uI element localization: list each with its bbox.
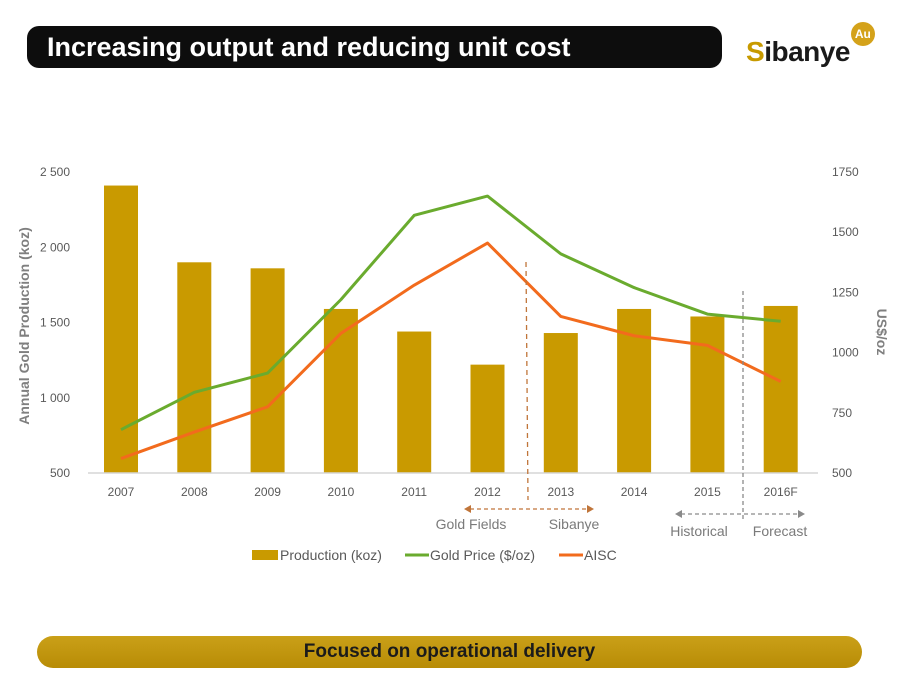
- y2-tick-label: 1000: [832, 346, 859, 360]
- y2-tick-label: 1750: [832, 165, 859, 179]
- x-tick-label: 2012: [474, 485, 501, 499]
- sibanye-label: Sibanye: [549, 516, 600, 532]
- logo-wordmark: Sibanye: [746, 36, 850, 67]
- x-tick-label: 2016F: [764, 485, 798, 499]
- y-tick-label: 2 500: [40, 165, 70, 179]
- line-aisc: [120, 241, 782, 460]
- legend: Production (koz) Gold Price ($/oz) AISC: [252, 547, 617, 563]
- bar-production-2007: [104, 185, 138, 474]
- page-title: Increasing output and reducing unit cost: [27, 26, 722, 68]
- x-tick-label: 2011: [401, 485, 427, 499]
- legend-label-aisc: AISC: [584, 547, 617, 563]
- x-tick-label: 2007: [108, 485, 135, 499]
- bar-production-2011: [397, 331, 432, 473]
- y-tick-label: 1 500: [40, 316, 70, 330]
- line-gold-price: [120, 194, 781, 431]
- historical-label: Historical: [670, 523, 728, 539]
- y2-tick-label: 750: [832, 406, 852, 420]
- x-tick-label: 2008: [181, 485, 208, 499]
- forecast-label: Forecast: [753, 523, 808, 539]
- gold-fields-sibanye-arrow: [464, 505, 594, 513]
- y-tick-label: 1 000: [40, 391, 70, 405]
- bar-production-2009: [250, 268, 285, 473]
- bar-production-2016F: [763, 305, 798, 473]
- y-tick-label: 2 000: [40, 240, 70, 254]
- logo-au-badge: Au: [850, 22, 875, 46]
- x-tick-label: 2014: [621, 485, 648, 499]
- x-tick-label: 2010: [328, 485, 355, 499]
- y-tick-label: 500: [50, 466, 70, 480]
- historical-forecast-arrow: [675, 510, 805, 518]
- bar-production-2010: [323, 308, 358, 473]
- y2-axis-label: US$/oz: [874, 309, 890, 356]
- bar-production-2008: [177, 262, 212, 473]
- x-tick-label: 2009: [254, 485, 281, 499]
- gold-fields-sibanye-divider: [525, 261, 529, 501]
- x-tick-label: 2015: [694, 485, 721, 499]
- legend-label-gold-price: Gold Price ($/oz): [430, 547, 535, 563]
- gold-fields-label: Gold Fields: [436, 516, 507, 532]
- y-axis-label: Annual Gold Production (koz): [16, 227, 32, 425]
- y2-tick-label: 1500: [832, 225, 859, 239]
- footer-banner: Focused on operational delivery: [37, 636, 862, 668]
- x-tick-label: 2013: [547, 485, 574, 499]
- y2-tick-label: 1250: [832, 285, 859, 299]
- legend-label-production: Production (koz): [280, 547, 382, 563]
- bar-production-2013: [543, 333, 578, 473]
- sibanye-logo: Sibanye Au: [746, 22, 896, 74]
- y2-tick-label: 500: [832, 466, 852, 480]
- bar-production-2012: [470, 364, 505, 473]
- bar-production-2015: [690, 316, 725, 473]
- legend-swatch-production: [252, 550, 278, 560]
